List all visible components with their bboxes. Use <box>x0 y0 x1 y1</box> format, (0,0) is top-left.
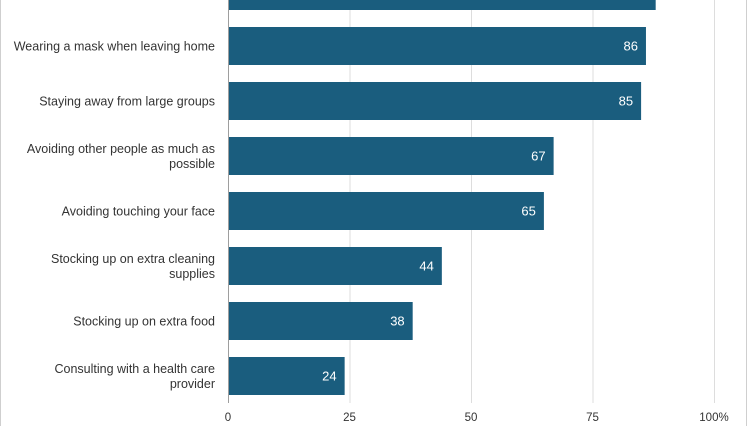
category-label: Stocking up on extra food <box>73 315 215 329</box>
data-label: 44 <box>419 259 433 274</box>
category-label-line: Stocking up on extra food <box>73 315 215 329</box>
bar <box>228 302 413 340</box>
x-tick-label: 75 <box>586 412 599 424</box>
category-label: Consulting with a health care provider <box>54 362 215 391</box>
category-label-line: supplies <box>169 267 215 281</box>
category-label: Avoiding other people as much as possible <box>27 142 215 171</box>
category-label-line: Consulting with a health care <box>54 362 215 376</box>
category-label: Staying away from large groups <box>39 95 215 109</box>
data-label: 86 <box>623 39 637 54</box>
x-tick-label: 25 <box>343 412 356 424</box>
category-label-line: possible <box>169 157 215 171</box>
category-label-line: provider <box>170 377 215 391</box>
category-label: Avoiding touching your face <box>62 205 215 219</box>
bar <box>228 357 345 395</box>
category-label: Wearing a mask when leaving home <box>14 40 215 54</box>
category-label-line: Staying away from large groups <box>39 95 215 109</box>
data-label: 65 <box>521 204 535 219</box>
bar <box>228 82 642 120</box>
category-label-line: Wearing a mask when leaving home <box>14 40 215 54</box>
category-label-line: Avoiding other people as much as <box>27 142 215 156</box>
category-label-line: Avoiding touching your face <box>62 205 215 219</box>
bar <box>228 27 646 65</box>
data-label: 24 <box>322 369 336 384</box>
bar <box>228 192 544 230</box>
category-label-line: Stocking up on extra cleaning <box>51 252 215 266</box>
x-tick-label: 0 <box>225 412 231 424</box>
category-label: Stocking up on extra cleaning supplies <box>51 252 215 281</box>
x-tick-label: 50 <box>465 412 478 424</box>
bar <box>228 137 554 175</box>
bar <box>228 0 656 10</box>
bar <box>228 247 442 285</box>
data-label: 85 <box>619 94 633 109</box>
data-label: 67 <box>531 149 545 164</box>
x-tick-label: 100% <box>699 412 728 424</box>
data-label: 38 <box>390 314 404 329</box>
